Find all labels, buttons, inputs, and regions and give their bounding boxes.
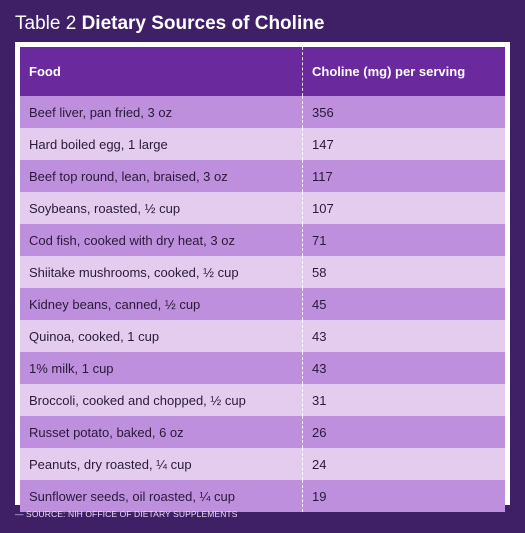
table-row: Peanuts, dry roasted, ¼ cup 24 [20,448,505,480]
table-title: Table 2 Dietary Sources of Choline [15,12,324,36]
food-cell: Russet potato, baked, 6 oz [29,424,184,440]
table-row: Hard boiled egg, 1 large 147 [20,128,505,160]
food-cell: Hard boiled egg, 1 large [29,136,168,152]
table-header: Food Choline (mg) per serving [20,47,505,96]
source-note: — SOURCE: NIH OFFICE OF DIETARY SUPPLEME… [15,509,238,519]
food-cell: Cod fish, cooked with dry heat, 3 oz [29,232,235,248]
table-row: Sunflower seeds, oil roasted, ¼ cup 19 [20,480,505,512]
table-row: Shiitake mushrooms, cooked, ½ cup 58 [20,256,505,288]
choline-cell: 147 [302,128,505,160]
choline-cell: 117 [302,160,505,192]
choline-cell: 43 [302,320,505,352]
food-cell: Beef liver, pan fried, 3 oz [29,104,173,120]
table-row: Russet potato, baked, 6 oz 26 [20,416,505,448]
food-cell: 1% milk, 1 cup [29,360,114,376]
table-row: Kidney beans, canned, ½ cup 45 [20,288,505,320]
table-row: Broccoli, cooked and chopped, ½ cup 31 [20,384,505,416]
choline-cell: 31 [302,384,505,416]
table-row: Quinoa, cooked, 1 cup 43 [20,320,505,352]
choline-cell: 24 [302,448,505,480]
header-choline: Choline (mg) per serving [302,47,505,96]
table-row: Soybeans, roasted, ½ cup 107 [20,192,505,224]
choline-cell: 356 [302,96,505,128]
choline-cell: 26 [302,416,505,448]
table-row: Beef top round, lean, braised, 3 oz 117 [20,160,505,192]
choline-cell: 107 [302,192,505,224]
table-name: Dietary Sources of Choline [81,13,325,34]
choline-cell: 58 [302,256,505,288]
food-cell: Quinoa, cooked, 1 cup [29,328,160,344]
choline-cell: 71 [302,224,505,256]
table-row: Beef liver, pan fried, 3 oz 356 [20,96,505,128]
table-number: Table 2 [15,13,77,34]
table-panel: Food Choline (mg) per serving Beef liver… [15,42,510,512]
header-food: Food [29,64,61,79]
choline-cell: 45 [302,288,505,320]
food-cell: Soybeans, roasted, ½ cup [29,200,181,216]
choline-cell: 43 [302,352,505,384]
food-cell: Kidney beans, canned, ½ cup [29,296,201,312]
table-row: 1% milk, 1 cup 43 [20,352,505,384]
table-row: Cod fish, cooked with dry heat, 3 oz 71 [20,224,505,256]
food-cell: Broccoli, cooked and chopped, ½ cup [29,392,246,408]
choline-cell: 19 [302,480,505,512]
food-cell: Sunflower seeds, oil roasted, ¼ cup [29,488,235,504]
food-cell: Beef top round, lean, braised, 3 oz [29,168,228,184]
food-cell: Shiitake mushrooms, cooked, ½ cup [29,264,239,280]
choline-table: Food Choline (mg) per serving Beef liver… [20,47,505,512]
food-cell: Peanuts, dry roasted, ¼ cup [29,456,192,472]
